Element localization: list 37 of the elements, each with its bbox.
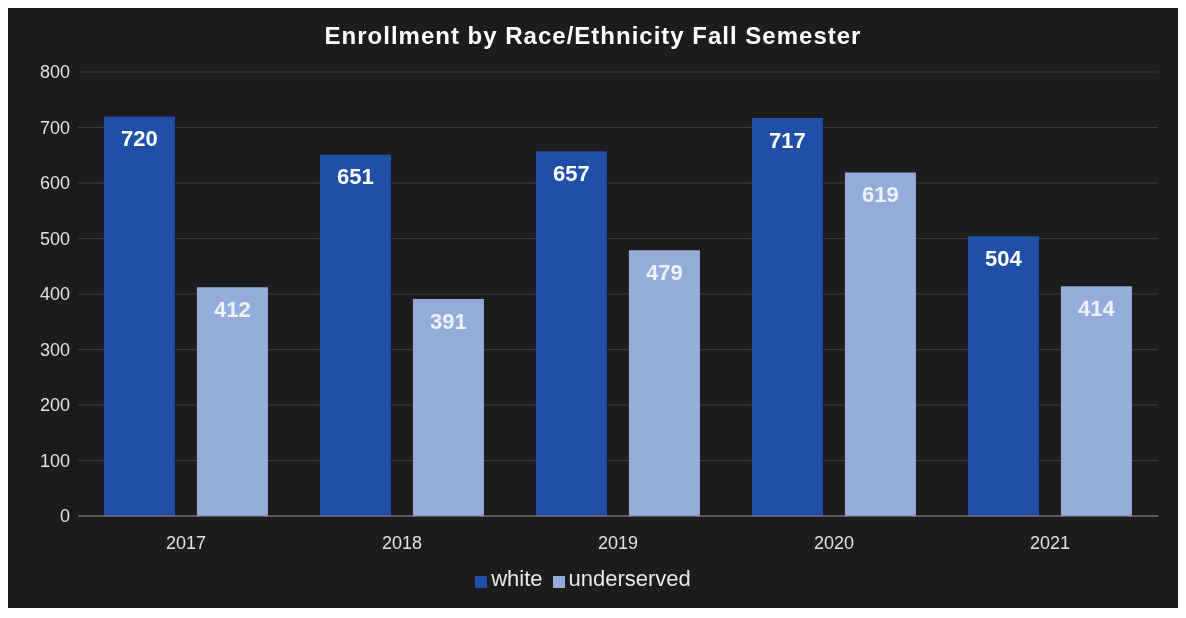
bar <box>628 250 700 516</box>
data-label: 619 <box>862 182 899 208</box>
bar <box>844 172 916 516</box>
x-tick-label: 2020 <box>813 532 855 553</box>
x-tick-label: 2019 <box>597 532 639 553</box>
data-label: 412 <box>214 296 251 322</box>
data-label: 414 <box>1078 295 1116 321</box>
data-label: 720 <box>121 126 158 152</box>
y-tick-label: 0 <box>59 506 70 527</box>
x-tick-label: 2018 <box>381 532 423 553</box>
chart-title: Enrollment by Race/Ethnicity Fall Semester <box>323 21 863 51</box>
legend-label: underserved <box>568 566 691 591</box>
y-tick-label: 300 <box>39 339 70 360</box>
y-tick-label: 600 <box>39 173 70 194</box>
y-tick-label: 700 <box>39 117 70 138</box>
x-tick-label: 2017 <box>165 532 207 553</box>
legend-label: white <box>491 566 543 591</box>
x-tick-label: 2021 <box>1029 532 1071 553</box>
bar <box>751 118 823 516</box>
bar <box>103 116 175 516</box>
bar <box>412 299 484 516</box>
data-label: 504 <box>985 245 1023 271</box>
bar <box>967 236 1039 516</box>
bar <box>1060 286 1132 516</box>
y-tick-label: 100 <box>39 450 70 471</box>
data-label: 391 <box>430 308 467 334</box>
bar <box>319 154 391 516</box>
bar <box>196 287 268 516</box>
y-tick-label: 400 <box>39 284 70 305</box>
data-label: 717 <box>769 127 806 153</box>
data-label: 479 <box>646 259 683 285</box>
bar <box>535 151 607 516</box>
data-label: 651 <box>337 164 374 190</box>
y-tick-label: 200 <box>39 395 70 416</box>
y-tick-label: 500 <box>39 228 70 249</box>
y-tick-label: 800 <box>39 62 70 83</box>
data-label: 657 <box>553 160 590 186</box>
